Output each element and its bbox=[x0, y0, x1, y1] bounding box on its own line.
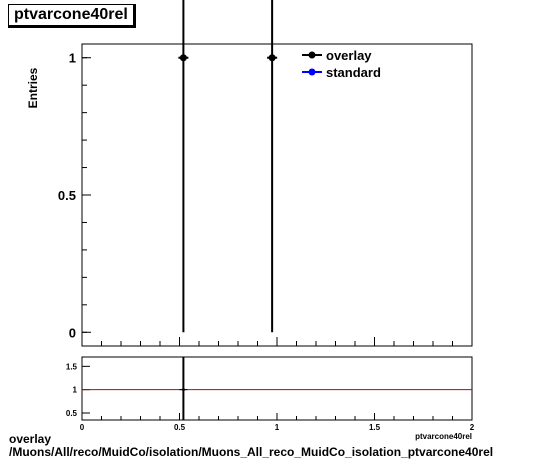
ratio-xtick-label: 1.5 bbox=[369, 423, 381, 432]
ratio-xtick-label: 0.5 bbox=[174, 423, 186, 432]
main-ytick-label: 1 bbox=[69, 51, 76, 66]
ratio-plot-frame bbox=[81, 356, 473, 421]
ratio-ytick-label: 1.5 bbox=[66, 362, 78, 371]
main-ytick-label: 0.5 bbox=[58, 188, 76, 203]
ratio-xtick-label: 2 bbox=[470, 423, 475, 432]
main-xlabel: ptvarcone40rel bbox=[415, 432, 472, 441]
chart-title: ptvarcone40rel bbox=[8, 4, 136, 28]
ratio-ytick-label: 1 bbox=[73, 386, 78, 395]
legend-label-overlay: overlay bbox=[326, 48, 372, 63]
footer-line-2: /Muons/All/reco/MuidCo/isolation/Muons_A… bbox=[9, 445, 494, 459]
ratio-data-point bbox=[181, 388, 185, 392]
main-data-point bbox=[268, 54, 276, 62]
ratio-xtick-label: 0 bbox=[80, 423, 85, 432]
footer-line-1: overlay bbox=[9, 432, 52, 446]
main-data-point bbox=[179, 54, 187, 62]
main-ytick-label: 0 bbox=[69, 325, 76, 340]
ratio-ytick-label: 0.5 bbox=[66, 409, 78, 418]
main-plot-frame bbox=[81, 43, 473, 347]
legend-marker-overlay bbox=[308, 51, 316, 59]
legend-label-standard: standard bbox=[326, 65, 381, 80]
main-ylabel: Entries bbox=[26, 67, 40, 108]
footer-caption: overlay /Muons/All/reco/MuidCo/isolation… bbox=[9, 433, 493, 459]
ratio-xtick-label: 1 bbox=[275, 423, 280, 432]
legend-marker-standard bbox=[308, 68, 316, 76]
